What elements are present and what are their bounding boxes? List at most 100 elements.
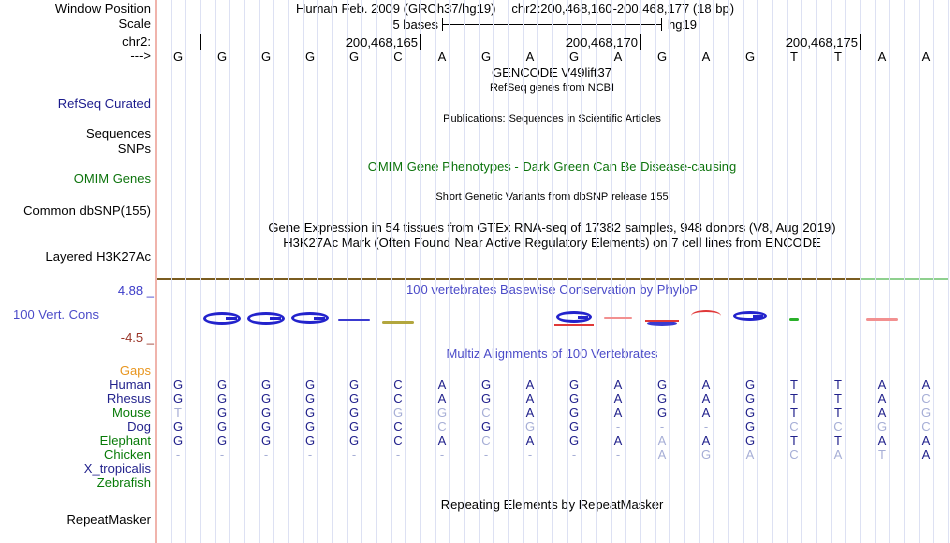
- snps-label[interactable]: SNPs: [117, 141, 151, 156]
- species-label-x_tropicalis[interactable]: X_tropicalis: [83, 461, 151, 476]
- guideline: [904, 0, 905, 543]
- guideline: [302, 0, 304, 543]
- logo-g-crossbar: [226, 316, 237, 320]
- alignment-base: G: [568, 433, 580, 448]
- alignment-base: -: [615, 419, 621, 434]
- reference-base: C: [393, 49, 403, 64]
- guideline: [537, 0, 539, 543]
- alignment-base: G: [216, 433, 228, 448]
- strand-label: --->: [130, 48, 151, 63]
- alignment-base: G: [568, 377, 580, 392]
- omim-title[interactable]: OMIM Gene Phenotypes - Dark Green Can Be…: [367, 159, 737, 174]
- alignment-base: T: [834, 377, 842, 392]
- guideline: [874, 0, 876, 543]
- alignment-base: -: [527, 447, 533, 462]
- repeatmasker-label[interactable]: RepeatMasker: [66, 512, 151, 527]
- scale-bar-left-tick: [442, 18, 443, 31]
- guideline: [596, 0, 597, 543]
- scale-label: Scale: [118, 16, 151, 31]
- species-label-mouse[interactable]: Mouse: [111, 405, 151, 420]
- alignment-base: A: [877, 433, 887, 448]
- scale-bar-right-tick: [661, 18, 662, 31]
- scale-bar-text: 5 bases: [392, 17, 438, 32]
- alignment-base: C: [393, 419, 403, 434]
- logo-dash: [604, 317, 632, 319]
- logo-arc-up: [691, 310, 721, 316]
- alignment-base: A: [525, 433, 535, 448]
- refseq-curated-label[interactable]: RefSeq Curated: [57, 96, 151, 111]
- guideline: [185, 0, 187, 543]
- reference-base: A: [877, 49, 887, 64]
- species-label-human[interactable]: Human: [109, 377, 151, 392]
- alignment-base: G: [744, 419, 756, 434]
- logo-letter-g: [733, 311, 767, 321]
- guideline: [845, 0, 847, 543]
- guideline: [229, 0, 231, 543]
- sequences-label[interactable]: Sequences: [85, 126, 151, 141]
- alignment-base: C: [393, 433, 403, 448]
- guideline: [552, 0, 553, 543]
- logo-letter-g: [291, 312, 329, 324]
- guideline: [273, 0, 275, 543]
- alignment-base: G: [392, 405, 404, 420]
- guideline: [742, 0, 744, 543]
- guideline: [625, 0, 627, 543]
- species-label-gaps[interactable]: Gaps: [119, 363, 151, 378]
- multiz-title[interactable]: Multiz Alignments of 100 Vertebrates: [446, 346, 658, 361]
- alignment-base: G: [876, 419, 888, 434]
- logo-g-crossbar: [314, 316, 325, 320]
- alignment-base: A: [613, 433, 623, 448]
- alignment-base: -: [571, 447, 577, 462]
- h3k27ac-label[interactable]: Layered H3K27Ac: [45, 249, 151, 264]
- alignment-base: A: [613, 377, 623, 392]
- guideline: [522, 0, 524, 543]
- conservation-track-label[interactable]: 100 Vert. Cons: [13, 307, 99, 322]
- guideline: [860, 0, 861, 543]
- dbsnp-label[interactable]: Common dbSNP(155): [23, 203, 151, 218]
- guideline: [669, 0, 671, 543]
- alignment-base: -: [351, 447, 357, 462]
- h3k27ac-title[interactable]: H3K27Ac Mark (Often Found Near Active Re…: [283, 235, 821, 250]
- alignment-base: -: [615, 447, 621, 462]
- reference-base: A: [437, 49, 447, 64]
- alignment-base: -: [659, 419, 665, 434]
- alignment-base: G: [172, 391, 184, 406]
- alignment-base: G: [216, 377, 228, 392]
- alignment-base: G: [744, 405, 756, 420]
- guideline: [698, 0, 700, 543]
- logo-g-crossbar: [270, 316, 281, 320]
- alignment-base: T: [834, 433, 842, 448]
- alignment-base: G: [920, 405, 932, 420]
- omim-genes-label[interactable]: OMIM Genes: [73, 171, 151, 186]
- alignment-base: G: [744, 377, 756, 392]
- alignment-base: G: [260, 377, 272, 392]
- alignment-base: A: [833, 447, 843, 462]
- species-label-chicken[interactable]: Chicken: [104, 447, 151, 462]
- species-label-rhesus[interactable]: Rhesus: [106, 391, 151, 406]
- alignment-base: C: [833, 419, 843, 434]
- species-label-elephant[interactable]: Elephant: [99, 433, 151, 448]
- alignment-base: G: [348, 377, 360, 392]
- alignment-base: T: [834, 391, 842, 406]
- species-label-zebrafish[interactable]: Zebrafish: [96, 475, 151, 490]
- publications-title[interactable]: Publications: Sequences in Scientific Ar…: [443, 113, 661, 125]
- alignment-base: A: [525, 391, 535, 406]
- alignment-base: G: [260, 405, 272, 420]
- guideline: [170, 0, 172, 543]
- alignment-base: G: [656, 405, 668, 420]
- alignment-base: G: [304, 391, 316, 406]
- guideline: [728, 0, 729, 543]
- alignment-base: C: [789, 419, 799, 434]
- reference-base: A: [613, 49, 623, 64]
- logo-letter-g: [247, 311, 285, 325]
- alignment-base: -: [219, 447, 225, 462]
- species-label-dog[interactable]: Dog: [127, 419, 151, 434]
- guideline: [654, 0, 656, 543]
- guideline: [918, 0, 920, 543]
- guideline: [889, 0, 891, 543]
- alignment-base: A: [437, 377, 447, 392]
- guideline: [420, 0, 421, 543]
- alignment-base: G: [744, 391, 756, 406]
- alignment-base: -: [395, 447, 401, 462]
